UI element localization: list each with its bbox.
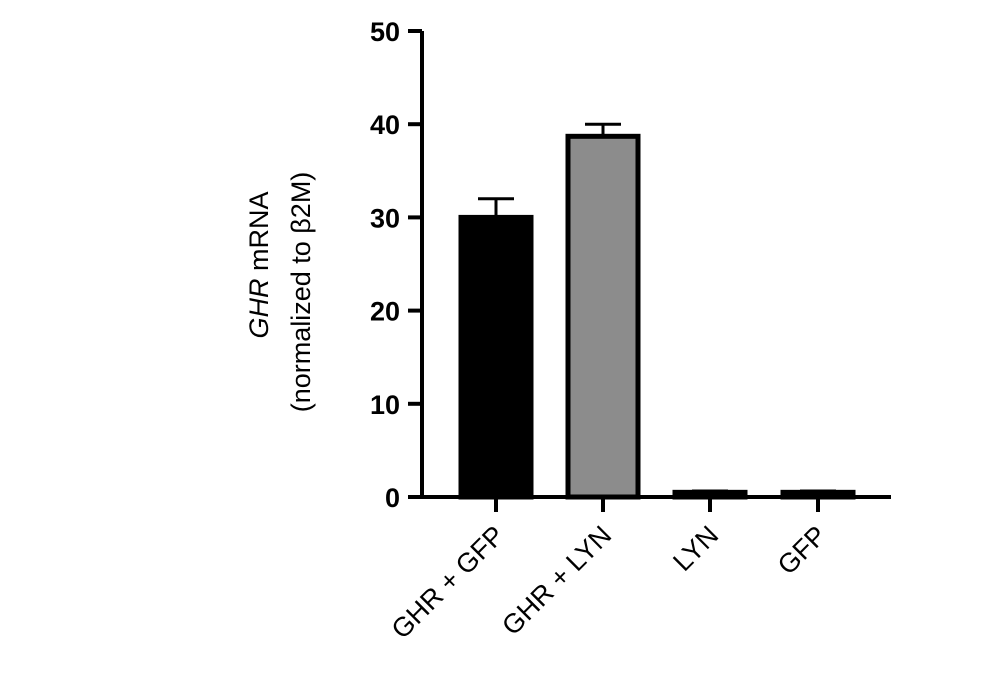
y-axis-label: GHR mRNA (normalized to β2M) [244,172,316,413]
y-axis-title-line2: (normalized to β2M) [286,172,316,413]
y-tick-label: 0 [385,483,400,513]
bar [458,214,534,500]
x-tick-label: GHR + LYN [496,520,617,641]
y-tick-label: 40 [370,110,400,140]
x-tick-label: GHR + GFP [386,520,511,645]
y-axis-title-italic: GHR [244,279,274,339]
x-tick-label: LYN [667,520,724,577]
y-tick-label: 50 [370,17,400,47]
y-tick-label: 20 [370,297,400,327]
bar [565,133,641,500]
y-tick-label: 10 [370,390,400,420]
error-bars [478,122,836,493]
y-axis: 0 10 20 30 40 50 [370,17,424,513]
y-tick-label: 30 [370,203,400,233]
y-axis-title-line1: GHR mRNA [244,192,274,339]
y-axis-title-rest: mRNA [244,192,274,279]
bars [458,133,856,500]
x-tick-label: GFP [772,520,832,580]
